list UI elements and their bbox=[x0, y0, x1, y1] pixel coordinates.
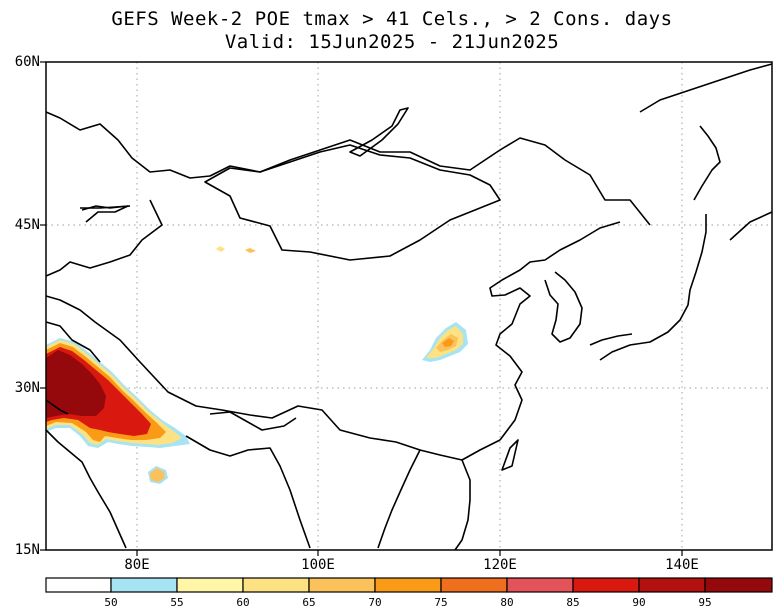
coastlines-borders bbox=[45, 63, 773, 551]
colorbar-label: 55 bbox=[170, 596, 184, 609]
lat-label-60n: 60N bbox=[14, 54, 40, 70]
lat-label-15n: 15N bbox=[14, 542, 40, 558]
colorbar-label: 90 bbox=[632, 596, 646, 609]
lon-label-120e: 120E bbox=[483, 557, 517, 573]
lon-label-80e: 80E bbox=[124, 557, 150, 573]
colorbar-label: 95 bbox=[698, 596, 712, 609]
probability-shading bbox=[46, 246, 468, 484]
colorbar-label: 85 bbox=[566, 596, 580, 609]
colorbar-label: 70 bbox=[368, 596, 382, 609]
axis-ticks bbox=[40, 61, 683, 556]
map-title: GEFS Week-2 POE tmax > 41 Cels., > 2 Con… bbox=[111, 8, 673, 30]
lon-label-100e: 100E bbox=[301, 557, 335, 573]
map-valid-date: Valid: 15Jun2025 - 21Jun2025 bbox=[224, 31, 560, 53]
colorbar-label: 50 bbox=[104, 596, 118, 609]
graticule bbox=[46, 62, 772, 550]
colorbar-label: 75 bbox=[434, 596, 448, 609]
colorbar-label: 80 bbox=[500, 596, 514, 609]
map-frame bbox=[45, 61, 773, 551]
lon-label-140e: 140E bbox=[665, 557, 699, 573]
colorbar bbox=[45, 577, 773, 593]
lat-label-30n: 30N bbox=[14, 380, 40, 396]
lat-label-45n: 45N bbox=[14, 217, 40, 233]
colorbar-label: 60 bbox=[236, 596, 250, 609]
colorbar-label: 65 bbox=[302, 596, 316, 609]
